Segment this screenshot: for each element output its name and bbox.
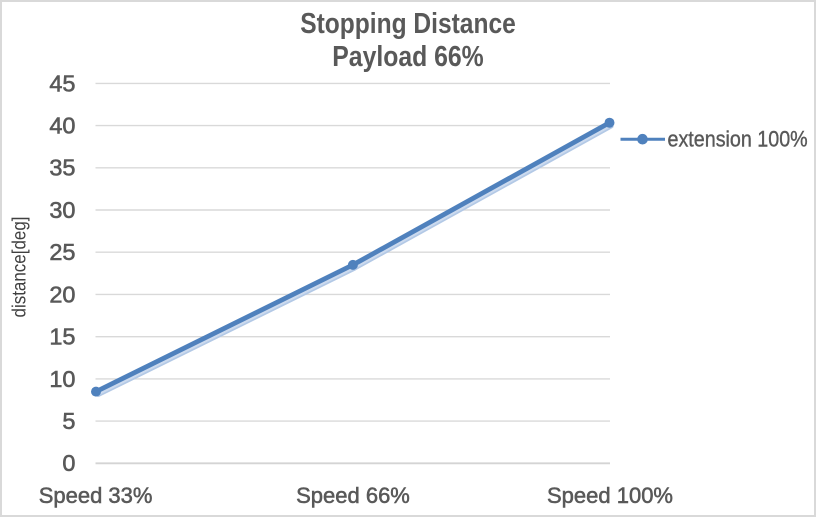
svg-text:distance[deg]: distance[deg] (9, 217, 31, 318)
svg-text:Payload 66%: Payload 66% (332, 41, 484, 73)
svg-text:20: 20 (49, 281, 75, 307)
svg-text:35: 35 (49, 155, 75, 181)
svg-text:10: 10 (49, 366, 75, 392)
svg-text:extension 100%: extension 100% (668, 127, 808, 152)
svg-text:5: 5 (62, 408, 75, 434)
svg-text:15: 15 (49, 324, 75, 350)
svg-text:40: 40 (49, 113, 75, 139)
svg-text:25: 25 (49, 239, 75, 265)
svg-text:45: 45 (49, 70, 75, 96)
svg-text:Speed 66%: Speed 66% (296, 483, 410, 508)
svg-text:Stopping Distance: Stopping Distance (300, 8, 516, 40)
svg-text:Speed 33%: Speed 33% (39, 483, 153, 508)
svg-text:Speed 100%: Speed 100% (547, 483, 673, 508)
svg-text:30: 30 (49, 197, 75, 223)
svg-text:0: 0 (62, 450, 75, 476)
